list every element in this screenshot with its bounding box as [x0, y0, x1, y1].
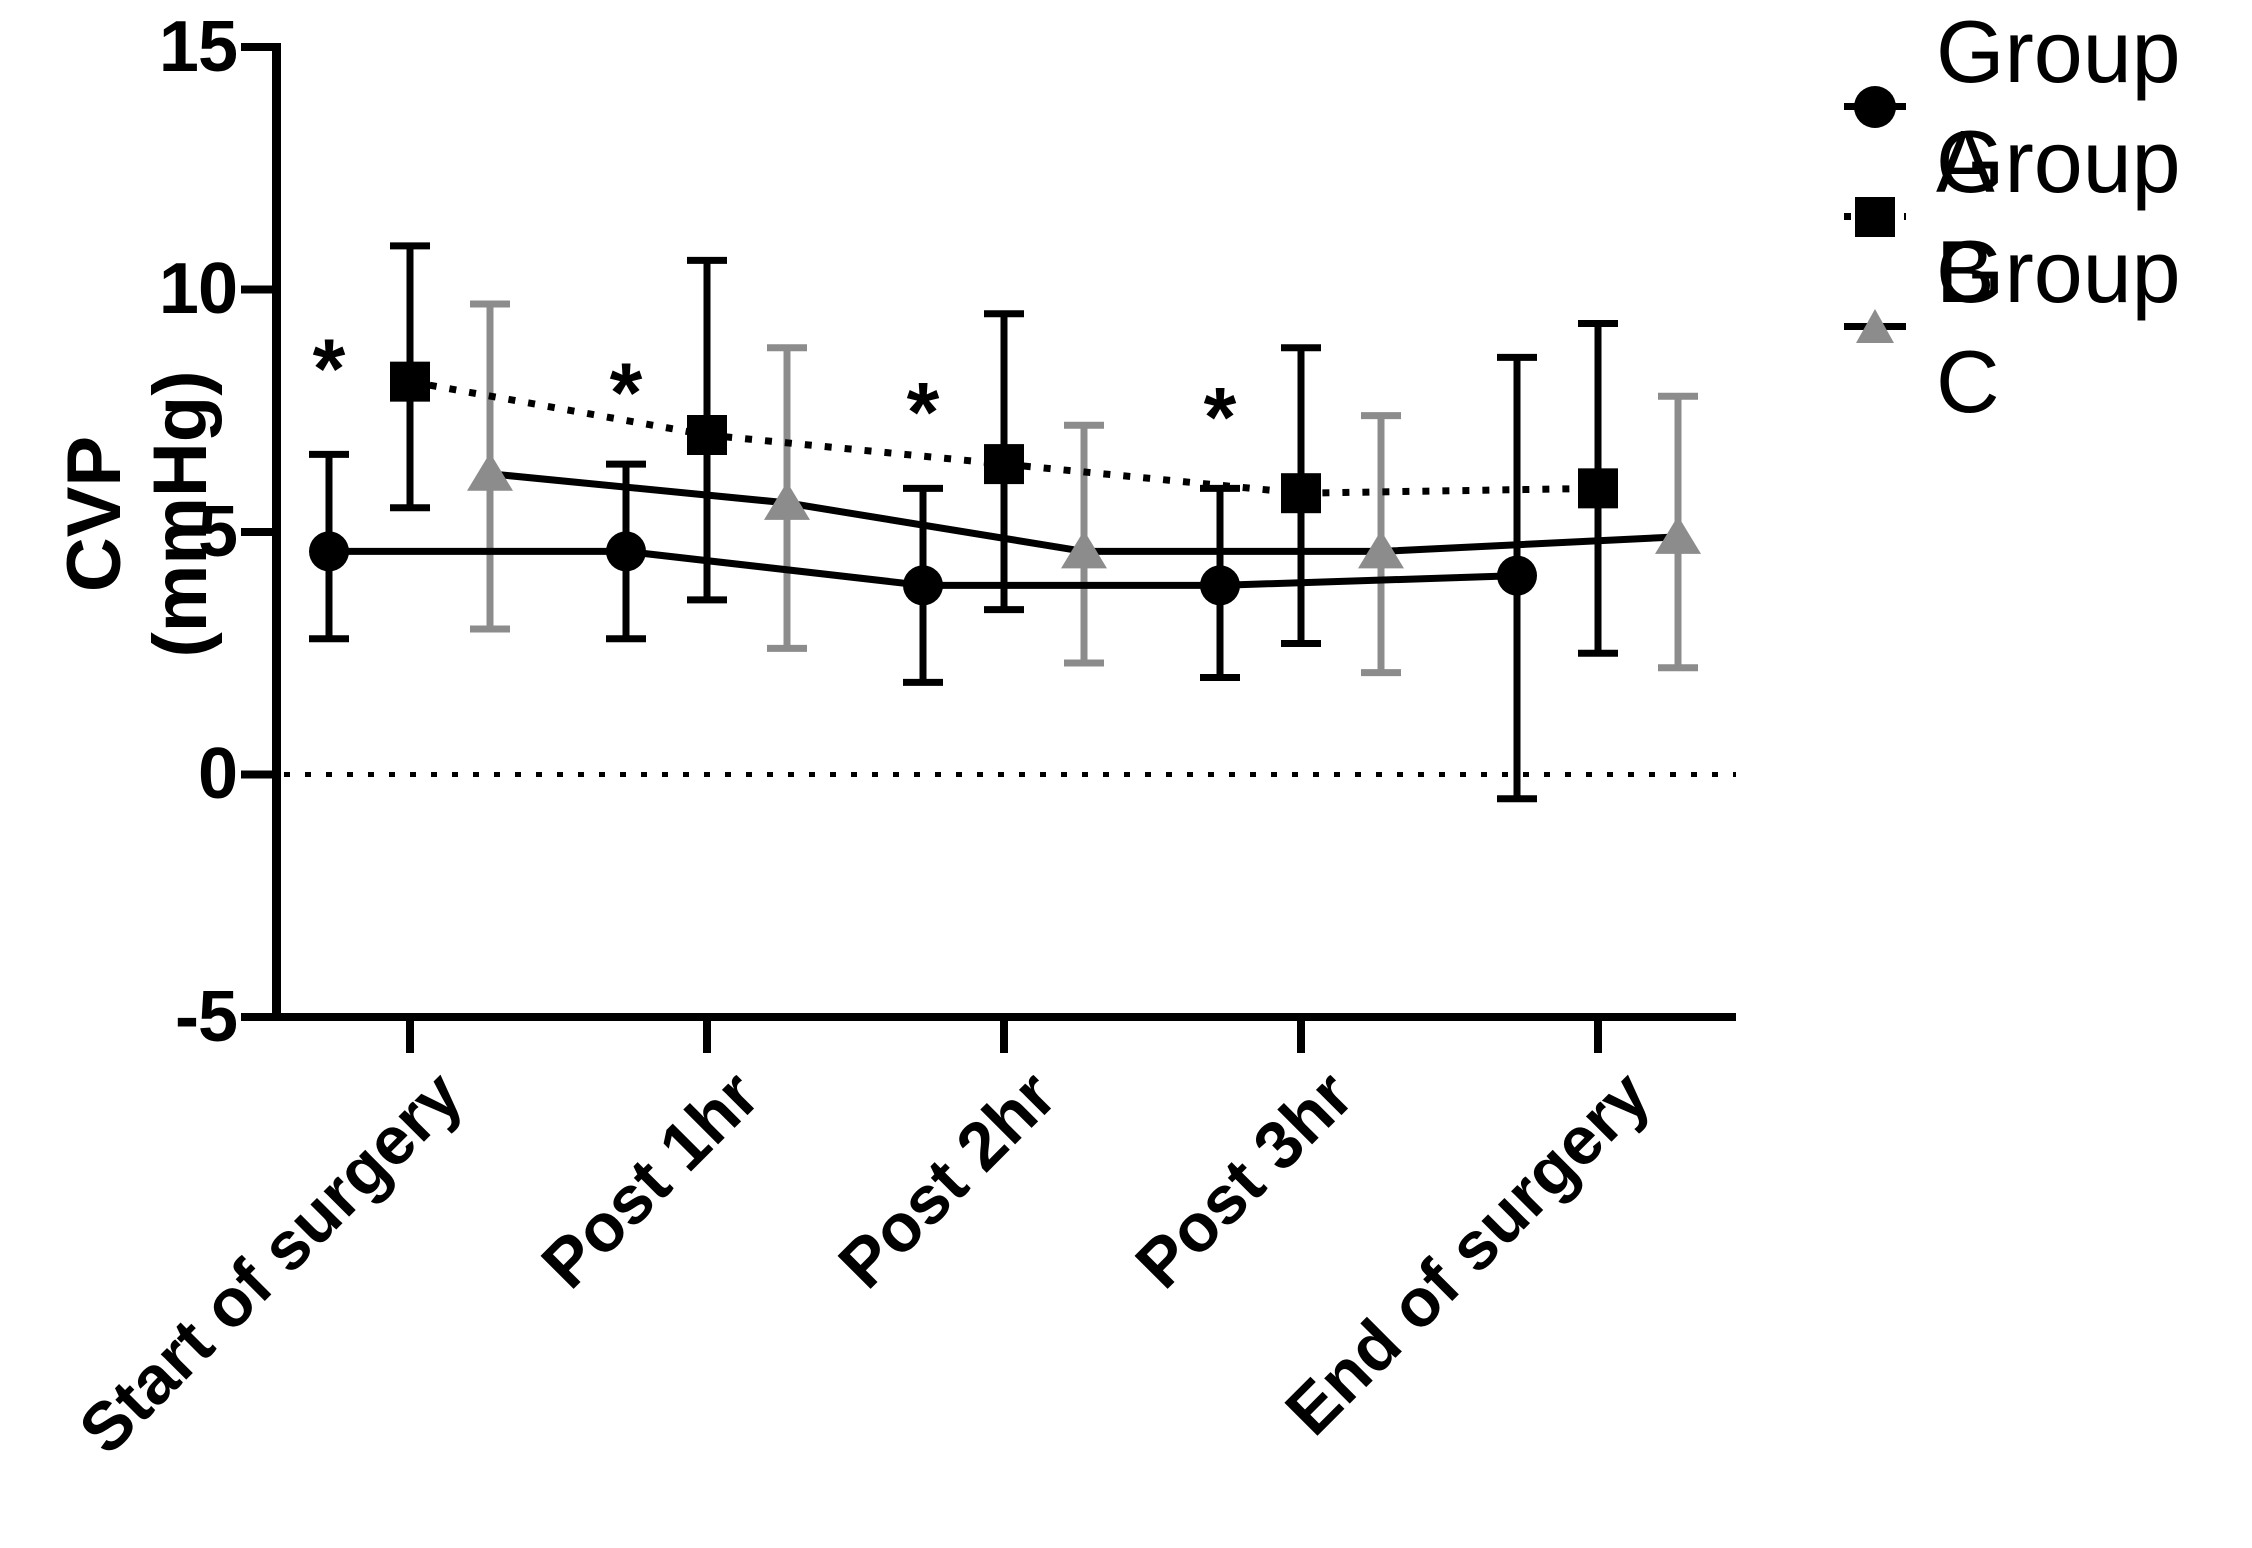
group-a-legend-marker: [1840, 72, 1910, 142]
group-b-legend-marker: [1840, 182, 1910, 252]
legend-item-group-c: Group C: [1840, 222, 2252, 431]
marker-group-b: [984, 444, 1024, 485]
significance-asterisk: *: [907, 365, 940, 459]
y-tick-mark: [241, 43, 272, 51]
y-tick-mark: [241, 1013, 272, 1021]
marker-group-c: [1358, 530, 1404, 569]
marker-group-b: [687, 415, 727, 455]
group-c-legend-marker: [1840, 292, 1910, 362]
y-axis: [272, 43, 281, 1021]
marker-group-a: [1200, 565, 1240, 606]
marker-group-c: [1061, 530, 1107, 569]
marker-group-c: [467, 452, 513, 491]
y-tick-mark: [241, 285, 272, 294]
x-tick-mark: [1297, 1021, 1305, 1053]
y-tick-label: 10: [158, 249, 238, 329]
y-tick-label: 0: [197, 734, 238, 814]
y-tick-label: -5: [174, 977, 238, 1057]
x-tick-mark: [406, 1021, 414, 1053]
legend-label: Group B: [1936, 112, 2181, 321]
legend-label: Group A: [1936, 2, 2181, 211]
legend-item-group-a: Group A: [1840, 2, 2252, 211]
y-tick-mark: [241, 528, 272, 536]
marker-group-a: [309, 531, 349, 572]
marker-group-c: [1655, 515, 1701, 554]
x-axis: [272, 1013, 1736, 1021]
x-tick-mark: [1000, 1021, 1008, 1053]
legend: Group A Group B Group C: [1840, 2, 2252, 431]
marker-group-b: [390, 361, 430, 402]
square-marker-icon: [1855, 197, 1895, 237]
significance-asterisk: *: [610, 346, 643, 440]
marker-group-b: [1281, 473, 1321, 514]
marker-group-a: [606, 531, 646, 572]
x-tick-mark: [1594, 1021, 1602, 1053]
significance-asterisk: *: [1204, 370, 1237, 464]
significance-asterisk: *: [313, 321, 346, 415]
legend-item-group-b: Group B: [1840, 112, 2252, 321]
marker-group-a: [1497, 555, 1537, 596]
triangle-marker-icon: [1856, 309, 1894, 343]
y-tick-label: 5: [197, 492, 238, 572]
marker-group-a: [903, 565, 943, 606]
marker-group-b: [1578, 468, 1618, 509]
circle-marker-icon: [1854, 86, 1896, 128]
y-tick-mark: [241, 770, 272, 779]
x-tick-mark: [703, 1021, 711, 1053]
marker-group-c: [764, 481, 810, 520]
legend-label: Group C: [1936, 222, 2181, 431]
y-tick-label: 15: [158, 7, 238, 87]
